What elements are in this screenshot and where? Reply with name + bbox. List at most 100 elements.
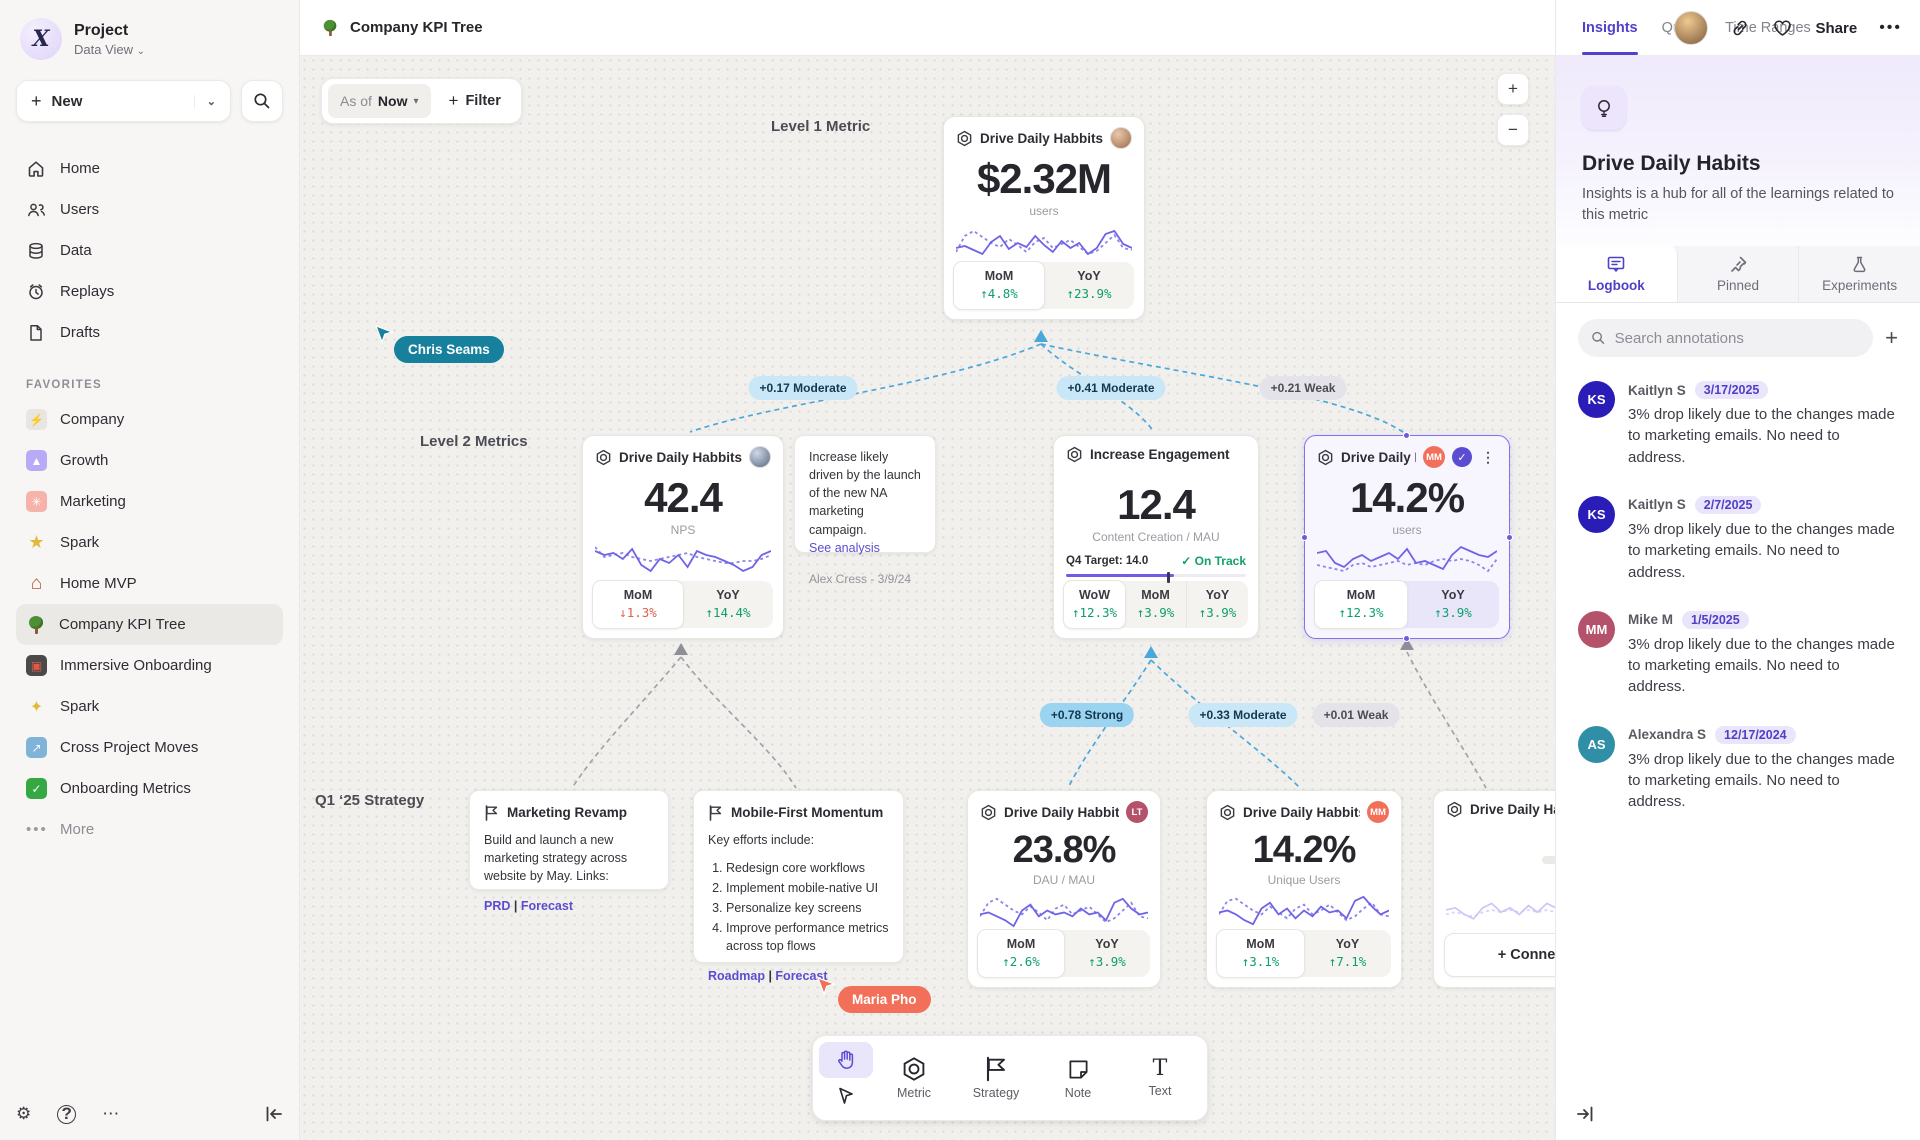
strategy-card-mobile-first[interactable]: Mobile-First Momentum Key efforts includ… [693,790,904,983]
zoom-out-button[interactable]: − [1497,114,1529,146]
delta-yoy[interactable]: YoY ↑3.9% [1186,581,1248,628]
connect-button[interactable]: + Connect [1444,933,1555,977]
sidebar-item-marketing[interactable]: ✳ Marketing [16,481,283,522]
subtab-pinned[interactable]: Pinned [1678,246,1800,303]
sidebar-item-growth[interactable]: ▲ Growth [16,440,283,481]
plus-icon: + [448,91,459,110]
sidebar-item-data[interactable]: Data [16,230,283,271]
sidebar-item-drafts[interactable]: Drafts [16,312,283,353]
delta-mom[interactable]: MoM ↓1.3% [592,580,684,629]
metric-card-dau[interactable]: Drive Daily Habbits LT 23.8% DAU / MAU M… [967,790,1161,988]
copy-link-icon[interactable] [1730,18,1750,38]
kpi-canvas[interactable]: As of Now ▾ + Filter + − Level 1 Metric … [300,56,1555,1140]
sidebar-item-home-mvp[interactable]: ⌂ Home MVP [16,563,283,604]
delta-mom[interactable]: MoM ↑12.3% [1314,580,1408,629]
settings-gear-icon[interactable]: ⚙ [16,1104,32,1123]
subtab-logbook[interactable]: Logbook [1556,246,1678,303]
sidebar-item-company-kpi-tree[interactable]: Company KPI Tree [16,604,283,645]
header-overflow-icon[interactable]: ••• [1879,19,1902,36]
metric-card-nps[interactable]: Drive Daily Habbits 42.4 NPS MoM ↓1.3% Y… [582,435,784,639]
card-menu-icon[interactable]: ⋮ [1481,448,1495,465]
favorite-heart-icon[interactable] [1772,18,1793,38]
metric-card-selected[interactable]: Drive Daily Habb.. MM ✓ ⋮ 14.2% users Mo… [1301,432,1513,642]
forecast-link[interactable]: Forecast [520,898,573,913]
sidebar-overflow-icon[interactable]: ⋯ [102,1104,122,1123]
user-avatar[interactable] [1674,11,1709,45]
sidebar-item-cross-project-moves[interactable]: ↗ Cross Project Moves [16,727,283,768]
sidebar-item-company[interactable]: ⚡ Company [16,399,283,440]
note-tool-button[interactable]: Note [1037,1042,1119,1114]
strategy-card-marketing-revamp[interactable]: Marketing Revamp Build and launch a new … [469,790,669,913]
plus-icon: + [31,90,42,111]
selection-handle[interactable] [1506,534,1513,541]
text-tool-button[interactable]: T Text [1148,1056,1172,1099]
sidebar-search-button[interactable] [241,80,283,122]
annotation-search-input[interactable] [1614,329,1861,347]
annotation-search[interactable] [1578,319,1874,358]
forecast-link[interactable]: Forecast [775,969,828,984]
strategy-tool-button[interactable]: Strategy [955,1042,1037,1114]
selection-handle[interactable] [1301,534,1308,541]
annotation-item[interactable]: AS Alexandra S 12/17/2024 3% drop likely… [1578,725,1898,813]
subtab-experiments[interactable]: Experiments [1799,246,1920,302]
metric-tool-button[interactable]: Metric [873,1042,955,1114]
tab-insights[interactable]: Insights [1582,0,1638,55]
sidebar-item-replays[interactable]: Replays [16,271,283,312]
roadmap-link[interactable]: Roadmap [708,969,765,984]
annotation-item[interactable]: MM Mike M 1/5/2025 3% drop likely due to… [1578,610,1898,698]
delta-yoy[interactable]: YoY ↑3.9% [1434,588,1472,620]
as-of-dropdown[interactable]: As of Now ▾ [328,84,431,118]
sidebar-item-users[interactable]: Users [16,189,283,230]
metric-card-engagement[interactable]: Increase Engagement 12.4 Content Creatio… [1053,435,1259,639]
sidebar-item-spark[interactable]: ★ Spark [16,522,283,563]
owner-avatar[interactable] [1110,127,1132,149]
insight-hero: Drive Daily Habits Insights is a hub for… [1556,56,1920,247]
delta-mom[interactable]: MoM ↑3.1% [1216,929,1305,978]
selection-handle[interactable] [1403,635,1410,642]
new-button[interactable]: + New ⌄ [16,80,231,122]
zoom-in-button[interactable]: + [1497,73,1529,105]
share-button[interactable]: Share [1815,19,1858,37]
annotation-item[interactable]: KS Kaitlyn S 3/17/2025 3% drop likely du… [1578,381,1898,468]
insight-metric-subtitle: Insights is a hub for all of the learnin… [1582,186,1894,224]
delta-mom[interactable]: MoM ↑2.6% [977,929,1065,978]
collapse-panel-icon[interactable] [1576,1106,1594,1122]
delta-mom[interactable]: MoM ↑4.8% [953,261,1045,310]
help-icon[interactable]: ? [57,1104,77,1124]
sparkline-chart [595,541,771,581]
rocket-icon: ▲ [26,450,47,471]
project-view-selector[interactable]: Data View ⌄ [74,41,146,57]
hand-tool-button[interactable] [819,1042,873,1078]
delta-wow[interactable]: WoW ↑12.3% [1063,580,1126,629]
sidebar-item-home[interactable]: Home [16,148,283,189]
delta-yoy[interactable]: YoY ↑14.4% [705,588,751,620]
delta-mom[interactable]: MoM ↑3.9% [1136,588,1175,620]
project-switcher[interactable]: X Project Data View ⌄ [16,18,283,60]
see-analysis-link[interactable]: See analysis [809,540,880,555]
delta-yoy[interactable]: YoY ↑7.1% [1328,937,1367,969]
annotation-note[interactable]: Increase likely driven by the launch of … [794,435,936,586]
prd-link[interactable]: PRD [484,898,511,913]
annotation-item[interactable]: KS Kaitlyn S 2/7/2025 3% drop likely due… [1578,495,1898,583]
metric-card-unique-users[interactable]: Drive Daily Habbits MM 14.2% Unique User… [1206,790,1402,988]
sidebar-item-spark-2[interactable]: ✦ Spark [16,686,283,727]
delta-yoy[interactable]: YoY ↑3.9% [1088,937,1126,969]
metric-card-unconnected[interactable]: Drive Daily Hab... + Connect [1433,790,1555,988]
metric-hexagon-icon [957,130,972,146]
filter-button[interactable]: + Filter [448,91,501,110]
edge-weight-label: +0.21 Weak [1259,376,1347,400]
sparkline-chart [980,891,1148,930]
sidebar-item-immersive-onboarding[interactable]: ▣ Immersive Onboarding [16,645,283,686]
hand-icon [838,1050,854,1069]
add-annotation-button[interactable]: + [1885,325,1898,351]
sidebar-more-button[interactable]: ••• More [26,821,95,838]
cursor-name-label: Maria Pho [838,986,931,1013]
delta-yoy[interactable]: YoY ↑23.9% [1066,269,1112,301]
selection-handle[interactable] [1403,432,1410,439]
new-dropdown-chevron-icon[interactable]: ⌄ [193,94,216,108]
metric-card-l1[interactable]: Drive Daily Habbits $2.32M users MoM ↑4.… [943,116,1145,320]
sidebar-item-onboarding-metrics[interactable]: ✓ Onboarding Metrics [16,768,283,809]
collapse-sidebar-icon[interactable] [265,1106,283,1122]
owner-avatar[interactable] [749,446,771,468]
select-tool-button[interactable] [819,1078,873,1114]
